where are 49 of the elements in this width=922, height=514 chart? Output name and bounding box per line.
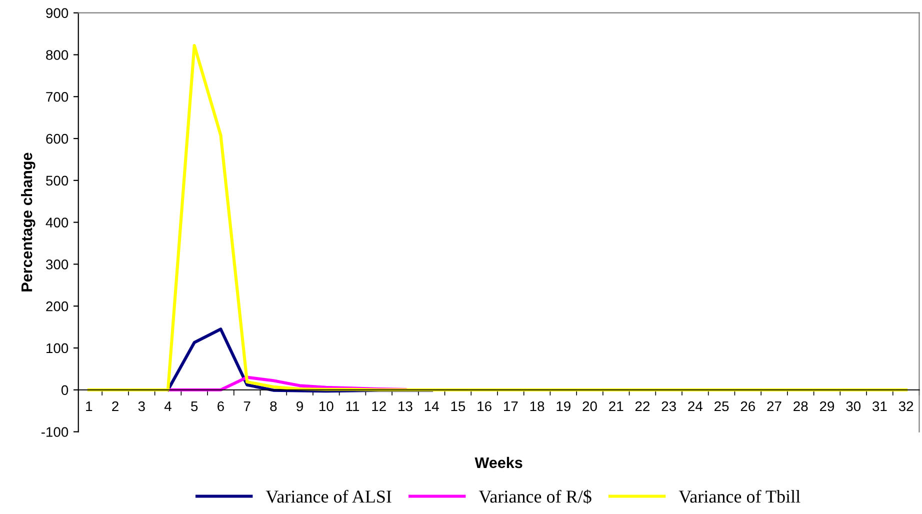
legend-label: Variance of ALSI: [266, 490, 392, 503]
x-tick-label: 18: [530, 401, 544, 412]
y-tick-label: 300: [46, 260, 68, 270]
x-axis-title: Weeks: [474, 456, 522, 468]
x-tick-label: 11: [346, 401, 360, 412]
y-tick-label: 400: [46, 218, 68, 228]
x-tick-label: 10: [319, 401, 334, 412]
x-tick-label: 8: [270, 401, 277, 412]
x-tick-label: 30: [846, 401, 861, 412]
x-tick-label: 16: [478, 401, 492, 412]
x-tick-label: 19: [556, 401, 570, 412]
legend-label: Variance of Tbill: [678, 490, 800, 503]
x-tick-label: 3: [138, 401, 145, 412]
y-tick-label: 100: [46, 343, 68, 354]
x-tick-label: 24: [688, 401, 702, 412]
x-tick-label: 15: [451, 401, 466, 412]
y-tick-label: 900: [46, 8, 68, 18]
y-axis-title: Percentage change: [20, 152, 36, 292]
x-tick-label: 4: [164, 401, 172, 412]
y-tick-label: 200: [46, 301, 68, 312]
x-tick-label: 28: [794, 401, 808, 412]
x-tick-label: 14: [424, 401, 439, 412]
x-tick-label: 1: [86, 401, 92, 412]
x-tick-label: 2: [112, 401, 118, 412]
x-tick-label: 20: [582, 401, 597, 412]
x-tick-label: 32: [898, 401, 914, 412]
x-tick-label: 23: [662, 401, 676, 412]
y-tick-label: 500: [46, 176, 68, 186]
y-tick-label: 600: [46, 134, 68, 144]
x-tick-label: 5: [191, 401, 198, 412]
x-tick-label: 17: [504, 401, 518, 412]
x-tick-label: 22: [635, 401, 650, 412]
y-tick-label: -100: [41, 427, 68, 437]
x-tick-label: 13: [398, 401, 412, 412]
legend-label: Variance of R/$: [478, 489, 592, 504]
y-tick-label: 0: [61, 385, 68, 396]
y-tick-label: 800: [46, 50, 68, 60]
x-tick-label: 31: [872, 401, 887, 412]
y-tick-label: 700: [46, 92, 68, 102]
x-tick-label: 26: [740, 401, 756, 412]
x-tick-label: 29: [820, 401, 834, 412]
x-tick-label: 9: [296, 401, 303, 412]
x-tick-label: 6: [218, 401, 224, 412]
x-tick-label: 27: [767, 401, 782, 412]
x-tick-label: 7: [244, 401, 250, 412]
x-tick-label: 25: [714, 401, 729, 412]
x-tick-label: 12: [372, 401, 386, 412]
line-series: [87, 44, 908, 392]
x-tick-label: 21: [609, 401, 624, 412]
